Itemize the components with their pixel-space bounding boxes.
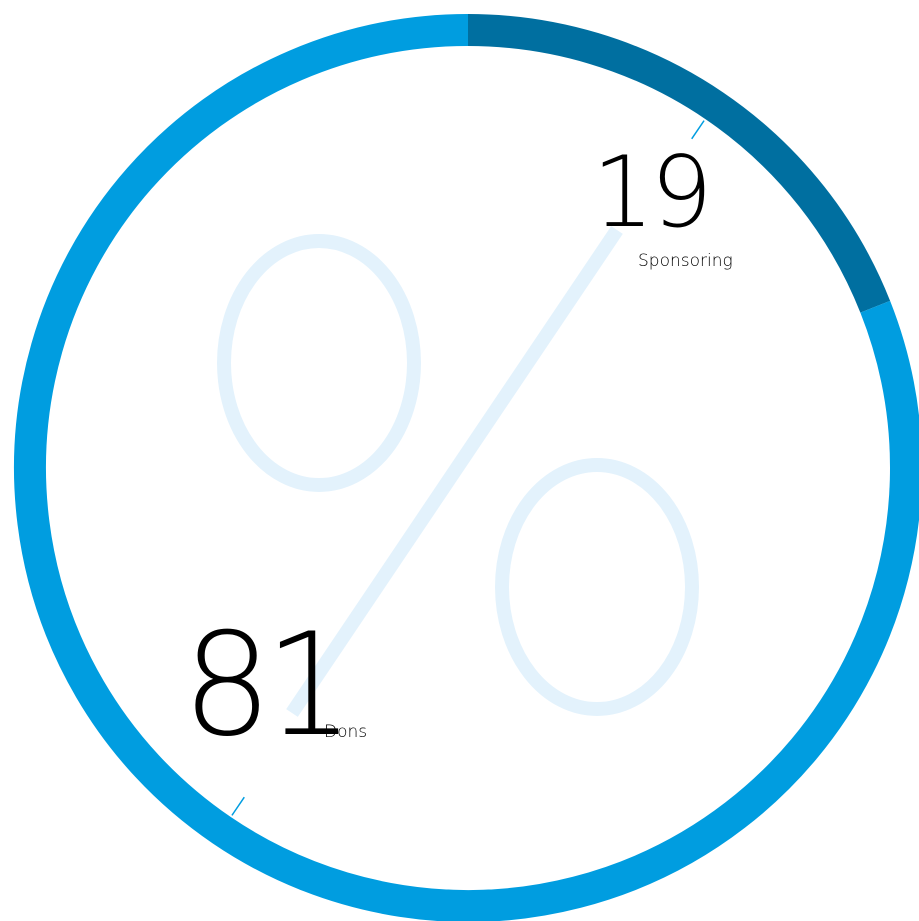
slice-value-dons: 81 (182, 603, 347, 768)
leader-lines (231, 120, 705, 816)
donut-slice-dons (14, 14, 919, 921)
percent-upper-circle (217, 234, 421, 492)
donut-ring (14, 14, 919, 921)
leader-line-sponsoring (691, 120, 705, 140)
slice-label-sponsoring: Sponsoring (638, 251, 733, 271)
slice-value-sponsoring: 19 (592, 136, 709, 250)
slice-label-dons: Dons (324, 722, 367, 742)
leader-line-dons (231, 796, 245, 816)
background-percent-symbol (217, 226, 699, 717)
percent-slash (286, 226, 623, 717)
donut-slice-sponsoring (467, 14, 891, 313)
percent-lower-circle (495, 458, 699, 716)
